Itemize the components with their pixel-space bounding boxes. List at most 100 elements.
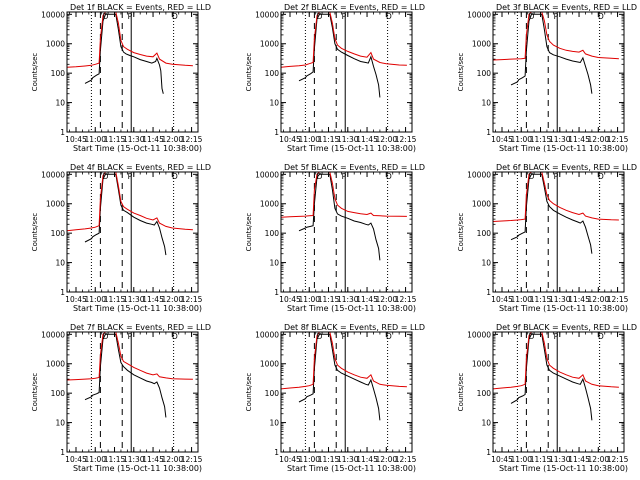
x-tick-label: 11:00 (510, 135, 532, 144)
x-tick-label: 11:45 (356, 135, 378, 144)
y-tick-label: 1000 (472, 200, 491, 209)
top-marker-label: D (529, 332, 535, 341)
panel-det-7: 1 10 100 1000 10000 10:4511:0011:1511:3011:45… (31, 323, 211, 473)
top-marker-label: D (529, 172, 535, 181)
y-tick-label: 1 (274, 288, 279, 297)
x-tick-label: 12:15 (181, 135, 203, 144)
y-tick-label: 1000 (46, 200, 65, 209)
x-tick-label: 12:15 (395, 455, 417, 464)
x-tick-label: 11:30 (337, 295, 359, 304)
panel-title: Det 4f BLACK = Events, RED = LLD (70, 163, 211, 172)
y-tick-label: 1000 (260, 360, 279, 369)
y-tick-label: 10000 (41, 330, 65, 339)
top-marker-label: P (554, 12, 559, 21)
x-tick-label: 11:15 (104, 295, 126, 304)
y-axis-label: Counts/sec (245, 373, 253, 412)
y-tick-label: 10 (55, 99, 65, 108)
top-marker-label: P (342, 332, 347, 341)
y-tick-label: 10 (481, 99, 491, 108)
panel-title: Det 7f BLACK = Events, RED = LLD (70, 323, 211, 332)
panel-title: Det 6f BLACK = Events, RED = LLD (496, 163, 637, 172)
top-marker-label: D (317, 12, 323, 21)
top-marker-label: P (554, 332, 559, 341)
x-axis-label: Start Time (15-Oct-11 10:38:00) (287, 144, 416, 153)
x-axis-label: Start Time (15-Oct-11 10:38:00) (73, 144, 202, 153)
series-line-lld (492, 171, 619, 222)
top-marker-label: D (598, 12, 604, 21)
panel-det-3: 1 10 100 1000 10000 10:4511:0011:1511:3011:45… (457, 3, 637, 153)
panel-det-5: 1 10 100 1000 10000 10:4511:0011:1511:3011:45… (245, 163, 425, 313)
x-tick-label: 12:00 (376, 295, 398, 304)
x-tick-label: 10:45 (279, 295, 301, 304)
x-tick-label: 11:00 (298, 455, 320, 464)
panel-title: Det 3f BLACK = Events, RED = LLD (496, 3, 637, 12)
top-marker-label: D (386, 332, 392, 341)
y-tick-label: 10 (269, 99, 279, 108)
x-tick-label: 12:15 (181, 295, 203, 304)
top-marker-label: D (386, 172, 392, 181)
x-tick-label: 11:45 (356, 295, 378, 304)
y-axis-label: Counts/sec (31, 53, 39, 92)
series-line-events (510, 173, 593, 254)
panel-title: Det 9f BLACK = Events, RED = LLD (496, 323, 637, 332)
x-tick-label: 11:45 (142, 455, 164, 464)
x-axis-label: Start Time (15-Oct-11 10:38:00) (499, 144, 628, 153)
x-tick-label: 11:45 (142, 135, 164, 144)
y-tick-label: 100 (265, 389, 280, 398)
y-tick-label: 1000 (472, 360, 491, 369)
series-line-events (298, 173, 381, 261)
y-axis-label: Counts/sec (457, 373, 465, 412)
y-tick-label: 1000 (46, 360, 65, 369)
x-tick-label: 11:00 (298, 135, 320, 144)
series-line-lld (492, 11, 619, 61)
y-axis-label: Counts/sec (31, 373, 39, 412)
series-line-lld (66, 171, 193, 232)
y-tick-label: 10000 (255, 10, 279, 19)
y-tick-label: 10000 (41, 10, 65, 19)
series-line-events (298, 13, 381, 98)
y-tick-label: 10000 (467, 330, 491, 339)
top-marker-label: P (342, 12, 347, 21)
x-tick-label: 11:30 (123, 135, 145, 144)
panel-det-6: 1 10 100 1000 10000 10:4511:0011:1511:3011:45… (457, 163, 637, 313)
x-tick-label: 11:30 (549, 135, 571, 144)
top-marker-label: D (598, 332, 604, 341)
x-tick-label: 10:45 (491, 135, 513, 144)
series-line-events (84, 333, 167, 418)
y-tick-label: 10000 (255, 330, 279, 339)
x-tick-label: 11:15 (318, 295, 340, 304)
x-tick-label: 12:15 (395, 135, 417, 144)
x-tick-label: 12:00 (376, 455, 398, 464)
y-tick-label: 100 (51, 229, 66, 238)
x-axis-label: Start Time (15-Oct-11 10:38:00) (287, 464, 416, 473)
series-line-events (298, 333, 381, 421)
x-axis-label: Start Time (15-Oct-11 10:38:00) (499, 464, 628, 473)
series-line-lld (66, 331, 193, 381)
plot-frame (66, 331, 199, 453)
series-line-lld (492, 331, 619, 390)
y-tick-label: 10000 (467, 10, 491, 19)
y-tick-label: 10 (269, 259, 279, 268)
series-line-events (510, 333, 593, 421)
x-tick-label: 10:45 (279, 455, 301, 464)
y-tick-label: 1 (486, 288, 491, 297)
panel-det-8: 1 10 100 1000 10000 10:4511:0011:1511:3011:45… (245, 323, 425, 473)
x-tick-label: 11:00 (84, 455, 106, 464)
top-marker-label: D (103, 172, 109, 181)
y-tick-label: 100 (265, 69, 280, 78)
y-axis-label: Counts/sec (457, 213, 465, 252)
series-line-lld (66, 11, 193, 68)
x-tick-label: 11:45 (568, 295, 590, 304)
x-tick-label: 11:15 (318, 455, 340, 464)
plot-frame (492, 331, 625, 453)
top-marker-label: P (128, 172, 133, 181)
y-tick-label: 100 (477, 389, 492, 398)
x-axis-label: Start Time (15-Oct-11 10:38:00) (73, 464, 202, 473)
x-tick-label: 10:45 (65, 455, 87, 464)
x-tick-label: 11:15 (318, 135, 340, 144)
x-tick-label: 10:45 (65, 135, 87, 144)
x-axis-label: Start Time (15-Oct-11 10:38:00) (287, 304, 416, 313)
series-line-lld (280, 171, 407, 218)
y-tick-label: 100 (51, 389, 66, 398)
